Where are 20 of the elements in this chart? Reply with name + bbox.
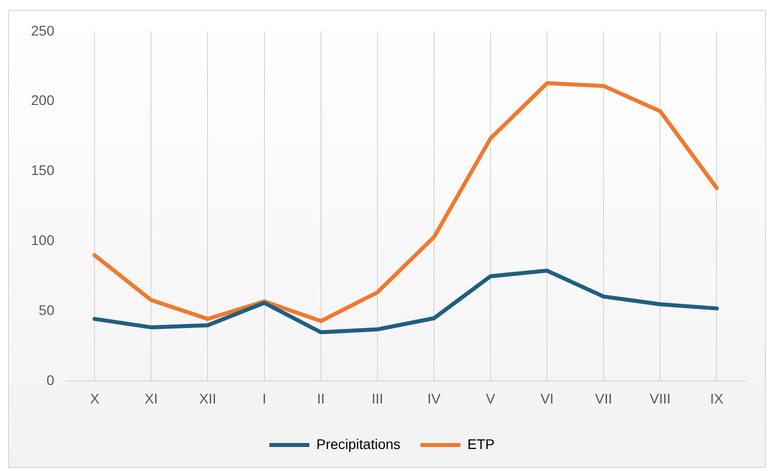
y-tick-label: 100 [31, 232, 55, 248]
y-tick-label: 0 [46, 372, 55, 388]
legend-label: ETP [467, 436, 495, 452]
x-tick-label: VIII [650, 390, 671, 406]
y-tick-label: 250 [31, 22, 55, 38]
x-tick-label: V [486, 390, 496, 406]
x-tick-label: I [262, 390, 266, 406]
x-tick-label: XII [199, 390, 216, 406]
x-tick-label: II [316, 390, 325, 406]
x-tick-label: III [372, 390, 384, 406]
y-tick-label: 50 [38, 302, 55, 318]
x-tick-label: IX [710, 390, 724, 406]
x-tick-label: IV [427, 390, 442, 406]
x-tick-label: X [90, 390, 100, 406]
x-tick-label: XI [144, 390, 158, 406]
y-tick-label: 150 [31, 162, 55, 178]
legend-label: Precipitations [316, 436, 400, 452]
x-tick-label: VI [540, 390, 554, 406]
x-tick-label: VII [595, 390, 612, 406]
y-tick-label: 200 [31, 92, 55, 108]
